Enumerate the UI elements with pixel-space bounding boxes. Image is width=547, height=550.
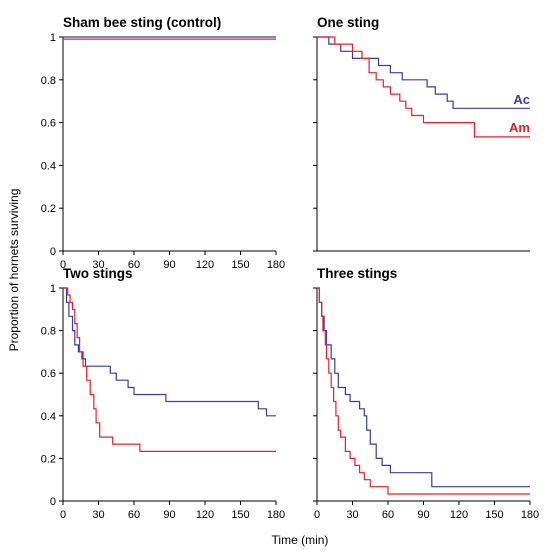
x-tick-label: 150 [231, 259, 249, 271]
y-tick-label: 1 [50, 32, 56, 44]
panel-title: Three stings [317, 266, 397, 281]
x-tick-label: 0 [314, 509, 320, 521]
x-tick-label: 150 [485, 509, 503, 521]
y-axis-label: Proportion of hornets surviving [7, 189, 21, 352]
series-line-am [317, 287, 530, 495]
legend-label-am: Am [509, 120, 530, 135]
legend-label-ac: Ac [513, 92, 530, 107]
y-tick-label: 0.2 [41, 453, 56, 465]
x-tick-label: 30 [346, 509, 358, 521]
series-line-am [317, 36, 530, 138]
x-tick-label: 0 [60, 259, 66, 271]
x-tick-label: 90 [163, 509, 175, 521]
x-tick-label: 90 [417, 509, 429, 521]
y-tick-label: 0.6 [41, 118, 56, 130]
series-line-am [63, 287, 276, 452]
y-tick-label: 0.2 [41, 203, 56, 215]
x-tick-label: 120 [450, 509, 468, 521]
panels-group: Sham bee sting (control)00.20.40.60.810 3… [41, 15, 539, 521]
series-line-ac [317, 36, 530, 109]
x-tick-label: 30 [92, 259, 104, 271]
y-tick-label: 0.8 [41, 326, 56, 338]
x-tick-label: 60 [382, 509, 394, 521]
x-axis-label: Time (min) [272, 533, 329, 547]
panel-1: Sham bee sting (control) 0 0.2 0.4 0.6 0.8 1 0 3… [41, 15, 285, 271]
x-tick-label: 60 [128, 509, 140, 521]
series-line-ac [63, 287, 276, 417]
panel-4: Three stings 0 30 60 90 120 150 180 [313, 266, 539, 521]
y-tick-label: 0.8 [41, 75, 56, 87]
x-tick-label: 90 [163, 259, 175, 271]
x-tick-label: 60 [128, 259, 140, 271]
y-tick-label: 0.4 [41, 160, 56, 172]
x-tick-label: 0 [60, 509, 66, 521]
y-tick-label: 0 [50, 496, 56, 508]
x-tick-label: 180 [267, 509, 285, 521]
x-tick-label: 30 [92, 509, 104, 521]
x-tick-label: 180 [267, 259, 285, 271]
panel-title: Two stings [63, 266, 133, 281]
y-tick-label: 1 [50, 283, 56, 295]
x-tick-label: 150 [231, 509, 249, 521]
panel-2: One sting Ac Am [313, 15, 530, 252]
y-tick-label: 0.6 [41, 368, 56, 380]
x-tick-label: 120 [196, 259, 214, 271]
y-tick-label: 0 [50, 246, 56, 258]
x-tick-label: 180 [521, 509, 539, 521]
panel-title: One sting [317, 15, 379, 30]
x-tick-label: 120 [196, 509, 214, 521]
y-tick-label: 0.4 [41, 411, 56, 423]
panel-3: Two stings 0 0.2 0.4 0.6 0.8 1 0 30 60 90 120 150 180 [41, 266, 285, 521]
series-line-ac [317, 287, 530, 488]
panel-title: Sham bee sting (control) [63, 15, 221, 30]
